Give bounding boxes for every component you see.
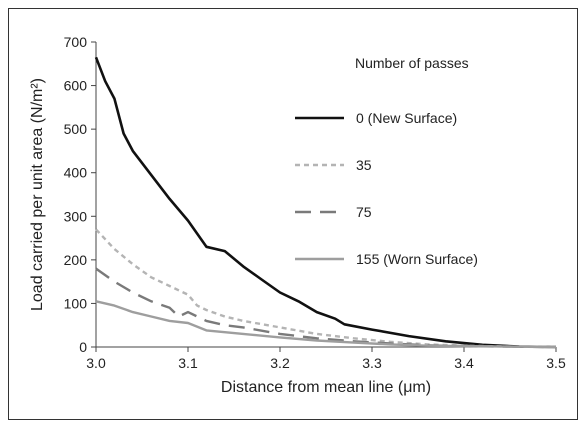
line-chart: 0 100 200 300 400 500 600 700 3.0 3.1 3.2 3.3 3.4 3.5…	[29, 34, 566, 396]
y-tick-label: 200	[64, 252, 88, 268]
series-line-3	[95, 300, 557, 349]
legend-label-3: 155 (Worn Surface)	[356, 251, 478, 267]
chart-frame: 0 100 200 300 400 500 600 700 3.0 3.1 3.2 3.3 3.4 3.5…	[8, 8, 578, 420]
y-tick-label: 0	[79, 339, 87, 355]
legend-label-0: 0 (New Surface)	[356, 110, 457, 126]
y-tick-label: 700	[64, 34, 88, 50]
y-tick-label: 500	[64, 121, 88, 137]
y-tick-label: 400	[64, 165, 88, 181]
y-tick-label: 600	[64, 78, 88, 94]
legend: Number of passes 0 (New Surface) 35 75 155 (…	[295, 55, 478, 267]
y-tick-label: 100	[64, 295, 88, 311]
x-tick-label: 3.4	[454, 355, 474, 371]
x-axis-label: Distance from mean line (μm)	[221, 379, 431, 396]
axes: 0 100 200 300 400 500 600 700 3.0 3.1 3.2 3.3 3.4 3.5	[64, 34, 566, 371]
y-axis-label: Load carried per unit area (N/m²)	[29, 78, 46, 311]
series-line-2	[95, 267, 557, 349]
legend-label-1: 35	[356, 157, 372, 173]
x-tick-label: 3.5	[546, 355, 566, 371]
series-line-0	[94, 56, 557, 349]
y-tick-label: 300	[64, 208, 88, 224]
x-tick-label: 3.0	[86, 355, 106, 371]
x-tick-label: 3.2	[270, 355, 290, 371]
series-layer	[94, 56, 557, 349]
legend-title: Number of passes	[355, 55, 469, 71]
series-line-1	[95, 228, 557, 349]
x-tick-label: 3.3	[362, 355, 382, 371]
x-tick-label: 3.1	[178, 355, 198, 371]
legend-label-2: 75	[356, 204, 372, 220]
